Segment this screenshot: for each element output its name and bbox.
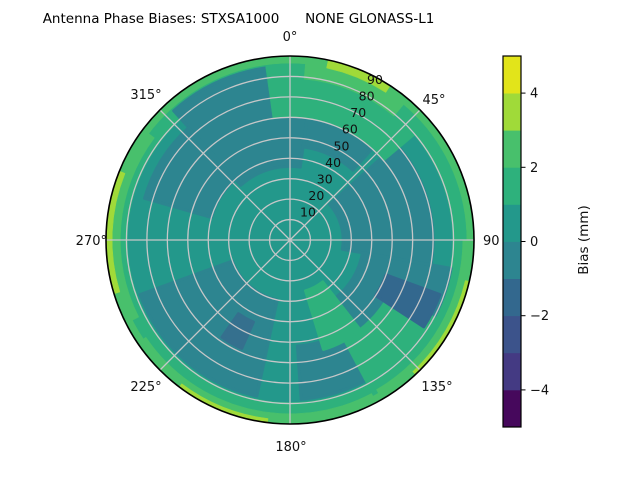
radial-tick-label: 90 <box>367 72 383 87</box>
angular-gridline <box>159 109 291 241</box>
azimuth-label: 225° <box>130 380 161 395</box>
chart-title: Antenna Phase Biases: STXSA1000 NONE GLO… <box>42 11 435 27</box>
angular-gridline <box>289 239 421 371</box>
contour-region-inner-south-emerald <box>304 280 362 351</box>
radial-tick-label: 70 <box>350 105 366 120</box>
colorbar-band <box>503 241 521 279</box>
azimuth-label: 45° <box>422 93 445 108</box>
colorbar-band <box>503 278 521 317</box>
contour-region-lower-left-deep-blue <box>220 312 255 350</box>
colorbar: 4 2 0 −2 −4 Bias (mm) <box>502 55 592 428</box>
radial-tick-label: 30 <box>317 171 333 186</box>
colorbar-band <box>503 56 521 94</box>
colorbar-band <box>503 315 521 354</box>
azimuth-label: 0° <box>283 30 298 45</box>
radial-tick-label: 50 <box>334 138 350 153</box>
colorbar-band <box>503 130 521 168</box>
colorbar-tick-label: −2 <box>530 309 549 324</box>
colorbar-band <box>503 352 521 391</box>
radial-tick-label: 80 <box>359 89 375 104</box>
radial-tick-label: 60 <box>342 122 358 137</box>
azimuth-label: 180° <box>275 440 306 455</box>
polar-spine <box>105 55 475 425</box>
azimuth-label: 270° <box>76 234 107 249</box>
azimuth-label: 90 <box>483 234 500 249</box>
colorbar-band <box>503 389 521 428</box>
azimuth-label: 315° <box>130 88 161 103</box>
colorbar-band <box>503 93 521 131</box>
colorbar-band <box>503 204 521 242</box>
radial-tick-label: 40 <box>325 155 341 170</box>
colorbar-band <box>503 167 521 205</box>
colorbar-tick-label: 2 <box>530 161 538 176</box>
colorbar-axis-label: Bias (mm) <box>576 205 592 274</box>
colorbar-tick-label: 4 <box>530 87 538 102</box>
colorbar-tick-label: 0 <box>530 235 538 250</box>
angular-gridline <box>289 109 421 241</box>
angular-gridline <box>159 239 291 371</box>
radial-tick-label: 20 <box>308 188 324 203</box>
azimuth-label: 135° <box>421 380 452 395</box>
colorbar-tick-label: −4 <box>530 383 549 398</box>
radial-tick-label: 10 <box>300 205 316 220</box>
